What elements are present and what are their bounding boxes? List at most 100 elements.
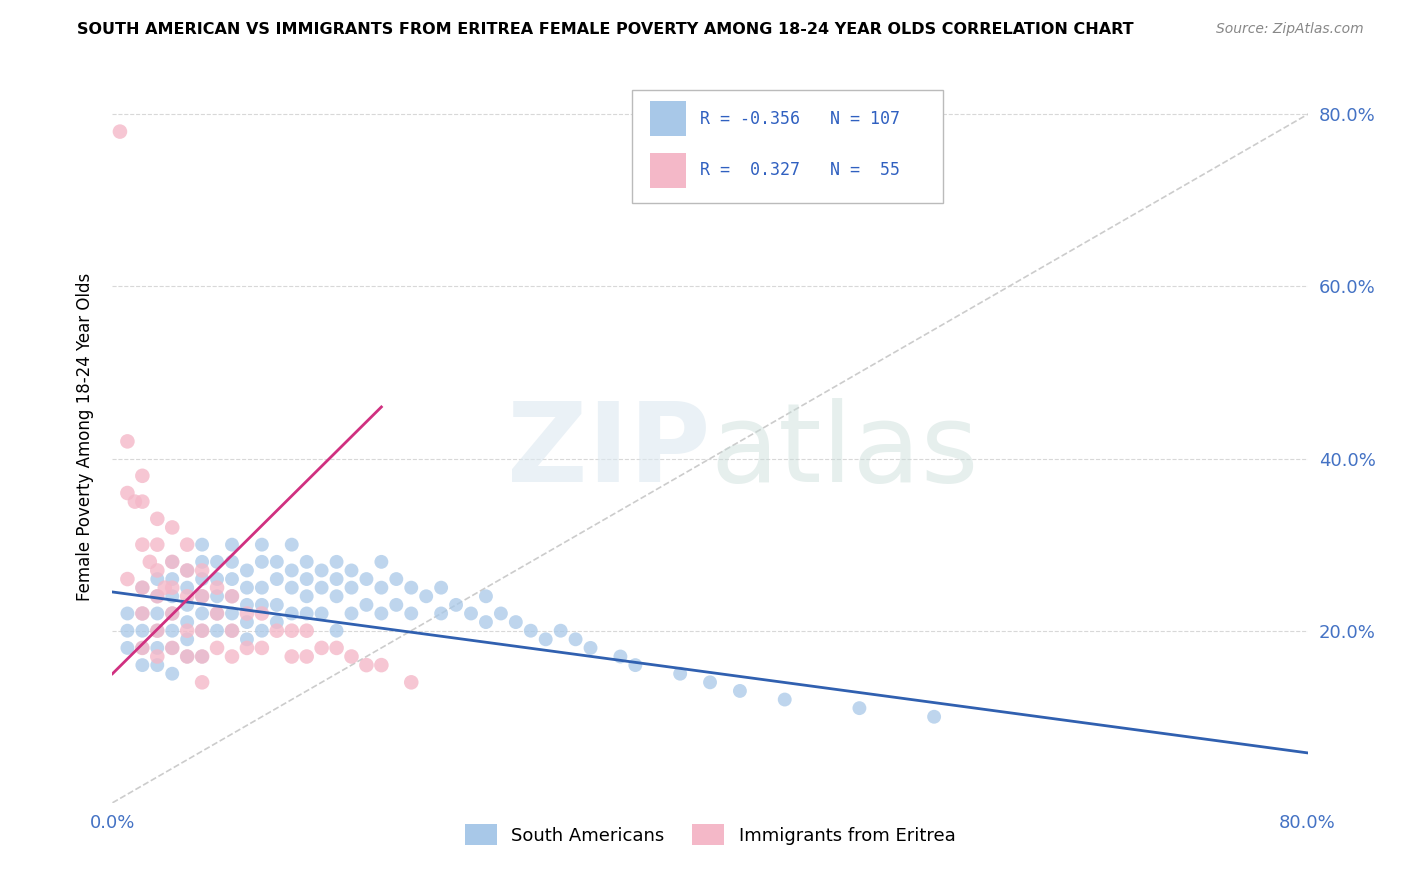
Point [176,564,198,578]
Point [176,589,198,603]
Point [236,564,259,578]
Point [266,615,288,629]
Point [176,598,198,612]
Point [550,624,572,638]
Point [370,658,392,673]
Point [176,564,198,578]
Point [205,607,228,621]
Point [325,589,347,603]
Point [430,581,453,595]
Point [340,581,363,595]
Point [131,538,153,552]
Point [505,615,527,629]
Point [295,589,318,603]
Point [236,615,259,629]
Point [295,624,318,638]
Point [250,538,273,552]
Point [191,624,214,638]
Text: atlas: atlas [710,398,979,505]
Point [191,649,214,664]
Point [191,564,214,578]
Point [162,555,183,569]
Point [325,640,347,655]
Point [131,494,153,508]
Point [162,520,183,534]
Point [146,658,169,673]
Point [205,640,228,655]
Point [266,572,288,586]
Point [162,666,183,681]
Legend: South Americans, Immigrants from Eritrea: South Americans, Immigrants from Eritrea [464,824,956,845]
Y-axis label: Female Poverty Among 18-24 Year Olds: Female Poverty Among 18-24 Year Olds [76,273,94,601]
Point [131,658,153,673]
Point [124,494,146,508]
Point [162,640,183,655]
Point [579,640,602,655]
Point [401,607,423,621]
Point [191,675,214,690]
Point [475,589,498,603]
Point [131,468,153,483]
FancyBboxPatch shape [633,90,943,203]
Point [205,581,228,595]
Point [325,572,347,586]
Point [117,607,139,621]
Point [139,555,162,569]
Text: SOUTH AMERICAN VS IMMIGRANTS FROM ERITREA FEMALE POVERTY AMONG 18-24 YEAR OLDS C: SOUTH AMERICAN VS IMMIGRANTS FROM ERITRE… [77,22,1135,37]
Point [624,658,647,673]
Point [176,632,198,647]
Point [534,632,557,647]
Point [117,624,139,638]
Point [250,581,273,595]
Point [430,607,453,621]
Point [266,624,288,638]
Point [489,607,512,621]
Point [221,649,243,664]
Point [162,555,183,569]
Point [205,572,228,586]
Point [131,640,153,655]
Point [191,538,214,552]
Point [205,589,228,603]
Point [295,649,318,664]
Point [131,607,153,621]
Point [564,632,586,647]
Point [236,598,259,612]
Point [340,564,363,578]
Point [146,607,169,621]
Point [281,624,304,638]
Point [146,572,169,586]
Point [205,555,228,569]
Point [176,538,198,552]
Point [221,572,243,586]
Point [699,675,721,690]
Point [176,649,198,664]
Point [191,649,214,664]
Point [250,640,273,655]
Text: ZIP: ZIP [506,398,710,505]
Point [191,624,214,638]
Text: R = -0.356   N = 107: R = -0.356 N = 107 [700,110,900,128]
Point [356,598,378,612]
Point [311,607,333,621]
Point [153,581,176,595]
Point [221,624,243,638]
Point [340,607,363,621]
Point [162,624,183,638]
Point [281,538,304,552]
Point [146,564,169,578]
Point [176,615,198,629]
Point [117,434,139,449]
Point [728,684,751,698]
Point [221,555,243,569]
Point [176,649,198,664]
Point [444,598,467,612]
Point [773,692,796,706]
Point [415,589,437,603]
Point [146,624,169,638]
Point [146,624,169,638]
Point [221,624,243,638]
Point [191,589,214,603]
Point [117,572,139,586]
Point [266,598,288,612]
